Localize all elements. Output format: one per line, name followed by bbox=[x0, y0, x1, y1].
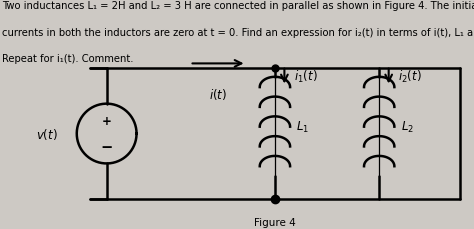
Text: currents in both the inductors are zero at t = 0. Find an expression for i₂(t) i: currents in both the inductors are zero … bbox=[2, 27, 474, 37]
Text: $i_1(t)$: $i_1(t)$ bbox=[294, 69, 318, 85]
Text: Two inductances L₁ = 2H and L₂ = 3 H are connected in parallel as shown in Figur: Two inductances L₁ = 2H and L₂ = 3 H are… bbox=[2, 1, 474, 11]
Text: $L_1$: $L_1$ bbox=[296, 120, 309, 135]
Text: $i_2(t)$: $i_2(t)$ bbox=[398, 69, 422, 85]
Text: $v(t)$: $v(t)$ bbox=[36, 126, 58, 142]
Text: $L_2$: $L_2$ bbox=[401, 120, 413, 135]
Text: $i(t)$: $i(t)$ bbox=[209, 87, 227, 102]
Text: +: + bbox=[102, 115, 111, 128]
Text: Repeat for i₁(t). Comment.: Repeat for i₁(t). Comment. bbox=[2, 54, 134, 64]
Text: Figure 4: Figure 4 bbox=[254, 217, 296, 227]
Text: −: − bbox=[100, 139, 113, 154]
